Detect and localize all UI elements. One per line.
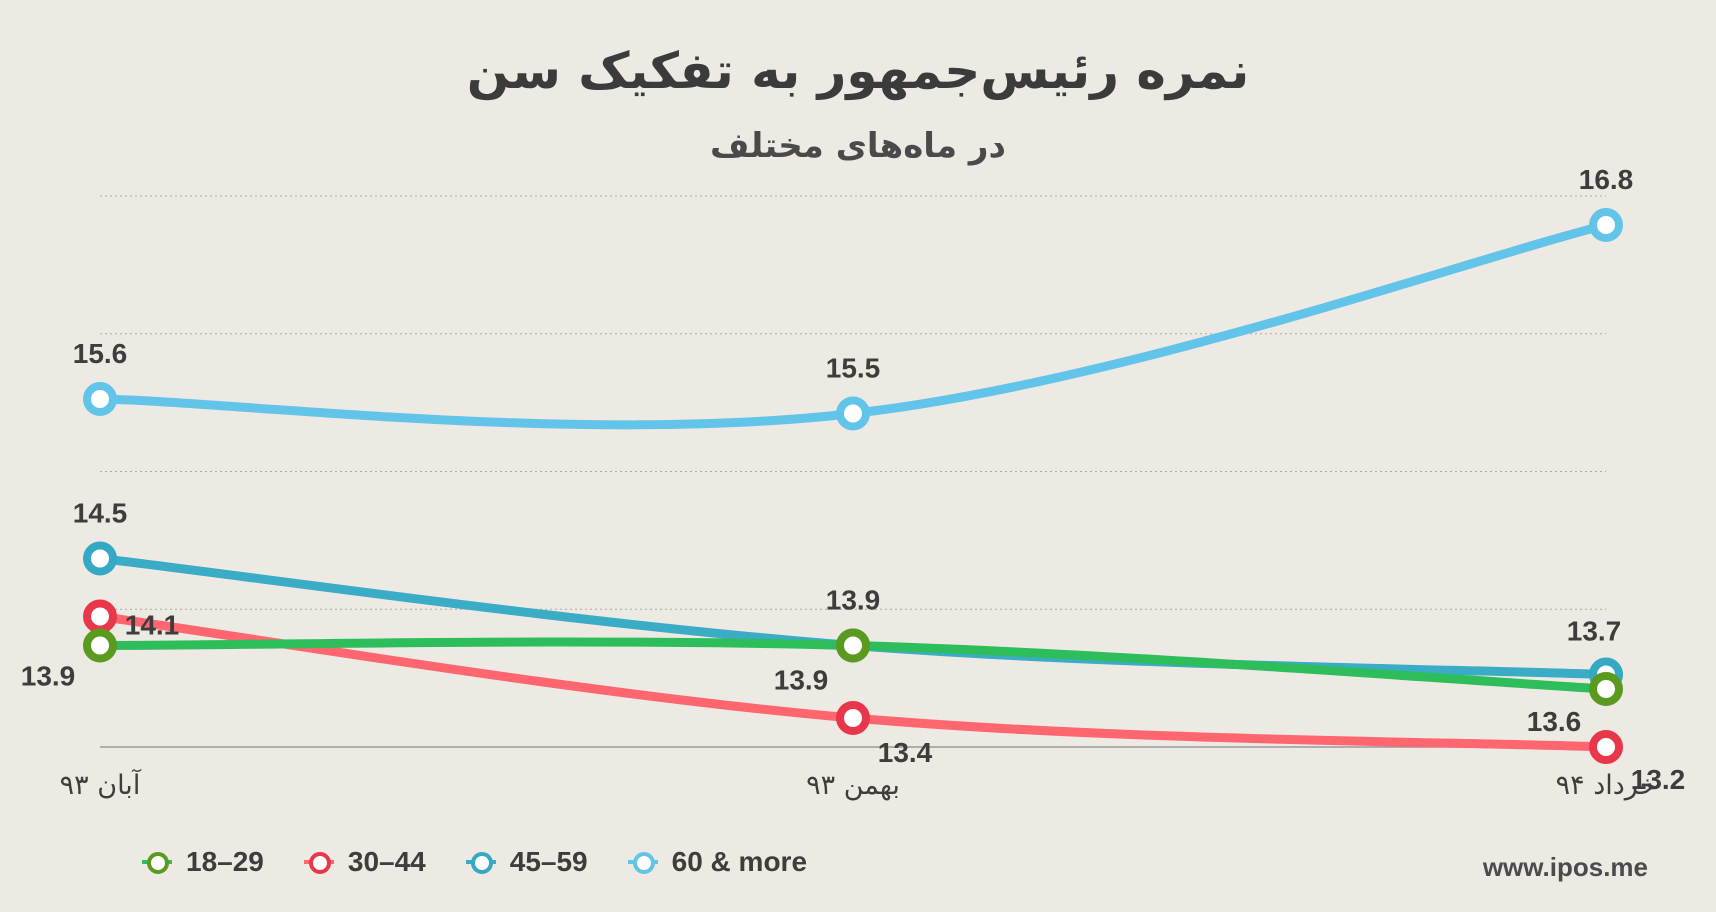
x-tick-label: آبان ۹۳ xyxy=(60,769,142,801)
legend-label: 18–29 xyxy=(186,846,264,878)
legend-swatch xyxy=(466,851,496,873)
legend-label: 45–59 xyxy=(510,846,588,878)
legend-swatch xyxy=(304,851,334,873)
data-label: 14.1 xyxy=(125,610,180,641)
x-tick-label: بهمن ۹۳ xyxy=(806,770,900,801)
legend: 18–29 30–44 45–59 60 & more xyxy=(142,846,847,878)
data-label: 13.4 xyxy=(878,737,933,768)
data-label: 15.5 xyxy=(826,353,881,384)
legend-item-45-59: 45–59 xyxy=(466,846,588,878)
series-lines xyxy=(100,225,1606,747)
data-point xyxy=(87,604,113,630)
data-label: 13.9 xyxy=(774,665,829,696)
data-point xyxy=(840,633,866,659)
legend-label: 60 & more xyxy=(672,846,807,878)
x-tick-label: خرداد ۹۴ xyxy=(1556,770,1657,801)
data-point xyxy=(87,546,113,572)
data-point xyxy=(1593,212,1619,238)
data-point xyxy=(840,705,866,731)
data-label: 13.6 xyxy=(1527,706,1582,737)
source-link[interactable]: www.ipos.me xyxy=(1483,852,1648,883)
data-point xyxy=(87,386,113,412)
x-axis-ticks: آبان ۹۳ بهمن ۹۳ خرداد ۹۴ xyxy=(60,769,1657,801)
data-label: 15.6 xyxy=(73,338,128,369)
legend-item-60-and-more: 60 & more xyxy=(628,846,807,878)
legend-swatch xyxy=(142,851,172,873)
data-point xyxy=(87,633,113,659)
data-label: 13.9 xyxy=(21,661,76,692)
legend-item-18-29: 18–29 xyxy=(142,846,264,878)
data-label: 16.8 xyxy=(1579,164,1634,195)
series-line-3 xyxy=(100,225,1606,425)
data-label: 13.7 xyxy=(1567,616,1622,647)
legend-label: 30–44 xyxy=(348,846,426,878)
legend-swatch xyxy=(628,851,658,873)
data-point xyxy=(840,401,866,427)
data-labels: 13.9 13.913.614.113.413.214.513.913.715.6… xyxy=(21,164,1686,795)
data-point xyxy=(1593,734,1619,760)
data-label: 13.9 xyxy=(826,585,881,616)
data-point xyxy=(1593,676,1619,702)
legend-item-30-44: 30–44 xyxy=(304,846,426,878)
data-label: 14.5 xyxy=(73,498,128,529)
